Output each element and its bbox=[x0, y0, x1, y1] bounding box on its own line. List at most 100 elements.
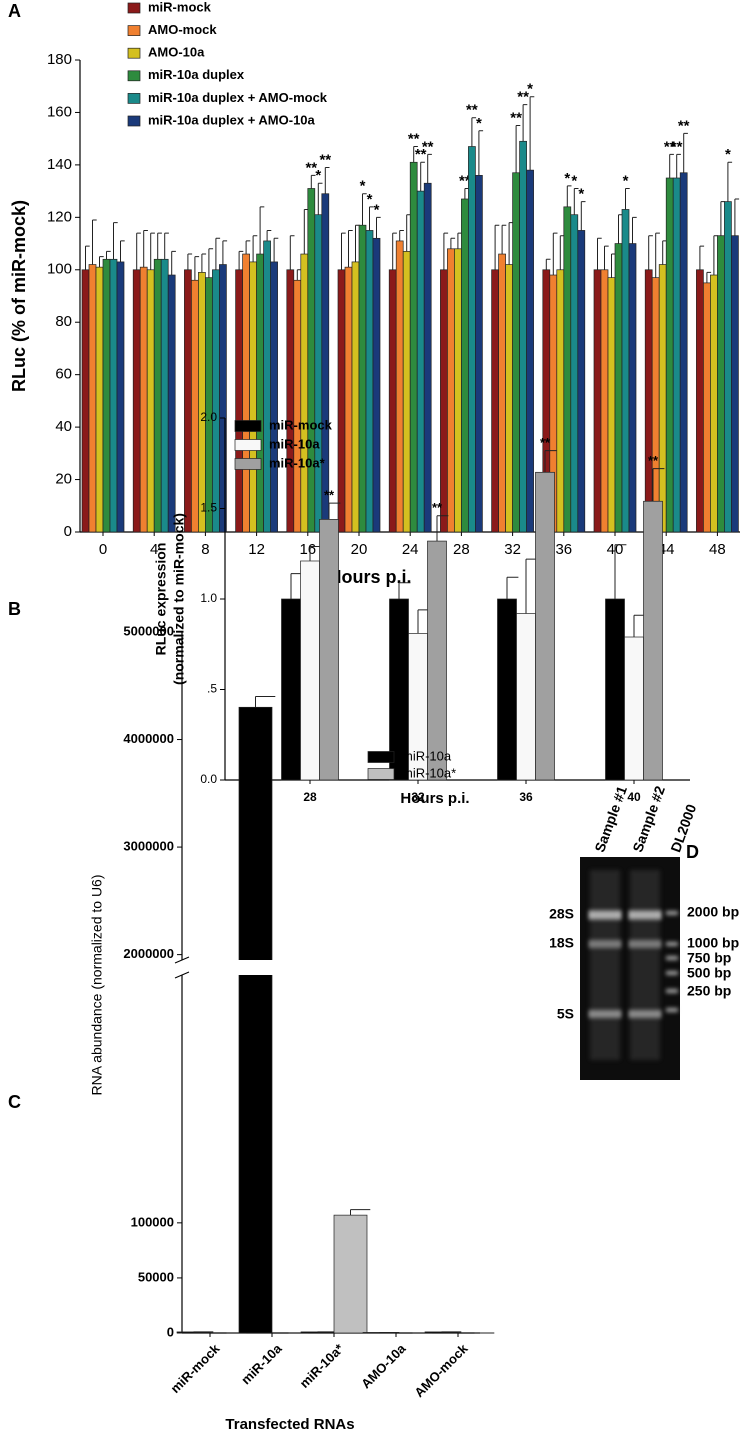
y-tick-label: 50000 bbox=[138, 1269, 174, 1284]
bar bbox=[146, 269, 155, 533]
y-tick-label: 0 bbox=[167, 1324, 174, 1339]
x-axis-label: Hours p.i. bbox=[328, 567, 411, 587]
panel-label: B bbox=[8, 599, 21, 619]
error-bar bbox=[252, 235, 258, 262]
error-bar bbox=[676, 153, 681, 178]
x-tick-label: 20 bbox=[351, 541, 368, 558]
marker-label: 500 bp bbox=[687, 965, 731, 981]
x-tick-label: 32 bbox=[504, 541, 521, 558]
error-bar bbox=[471, 117, 477, 147]
error-bar bbox=[187, 253, 193, 270]
error-bar bbox=[201, 253, 207, 273]
significance: ** bbox=[664, 138, 676, 155]
significance: ** bbox=[540, 435, 551, 450]
error-bar bbox=[222, 240, 228, 265]
ladder-band bbox=[666, 1008, 678, 1012]
error-bar bbox=[652, 468, 665, 502]
bar bbox=[109, 258, 118, 533]
legend-swatch bbox=[367, 768, 395, 780]
bar bbox=[160, 258, 169, 533]
bar bbox=[505, 264, 513, 533]
legend-label: miR-10a duplex bbox=[148, 67, 245, 82]
error-bar bbox=[573, 187, 579, 215]
error-bar bbox=[604, 245, 609, 270]
x-tick-label: 4 bbox=[150, 541, 158, 558]
error-bar bbox=[597, 237, 602, 270]
error-bar bbox=[683, 132, 688, 173]
bar bbox=[235, 269, 243, 533]
bar bbox=[498, 253, 506, 533]
error-bar bbox=[350, 1209, 371, 1216]
x-tick-label: 8 bbox=[201, 541, 209, 558]
bar bbox=[321, 193, 330, 533]
error-bar bbox=[348, 229, 353, 268]
ladder-band bbox=[666, 942, 678, 946]
significance: ** bbox=[324, 488, 335, 503]
bar bbox=[337, 269, 346, 533]
y-tick-label: 160 bbox=[47, 103, 72, 120]
bar bbox=[263, 240, 271, 533]
bar bbox=[679, 172, 688, 533]
error-bar bbox=[369, 206, 374, 231]
legend-swatch bbox=[367, 751, 395, 763]
legend-swatch bbox=[234, 439, 262, 451]
error-bar bbox=[625, 187, 630, 210]
legend-swatch bbox=[234, 458, 262, 470]
ladder-band bbox=[666, 971, 678, 975]
legend-swatch bbox=[127, 25, 141, 36]
y-tick-label: 100000 bbox=[131, 1214, 174, 1229]
significance: * bbox=[315, 167, 321, 184]
x-tick-label: 12 bbox=[248, 541, 265, 558]
y-tick-label: 4000000 bbox=[123, 731, 174, 746]
bar bbox=[351, 261, 360, 533]
error-bar bbox=[399, 229, 404, 241]
error-bar bbox=[157, 232, 162, 260]
bar bbox=[300, 253, 309, 533]
error-bar bbox=[699, 245, 705, 270]
bar bbox=[696, 269, 704, 533]
error-bar bbox=[328, 502, 341, 520]
panel-label: C bbox=[8, 1092, 21, 1112]
legend-label: miR-10a bbox=[402, 748, 452, 763]
bar bbox=[256, 253, 264, 533]
error-bar bbox=[427, 153, 432, 184]
significance: * bbox=[571, 172, 577, 189]
bar bbox=[139, 266, 148, 533]
panel-label: A bbox=[8, 1, 21, 21]
lane-label: Sample #1 bbox=[591, 784, 630, 855]
error-bar bbox=[669, 153, 674, 178]
error-bar bbox=[266, 229, 272, 241]
bar bbox=[607, 277, 616, 533]
significance: ** bbox=[459, 172, 471, 189]
bar bbox=[81, 269, 90, 533]
bar bbox=[512, 172, 520, 533]
axis-break bbox=[174, 960, 472, 975]
error-bar bbox=[150, 232, 155, 270]
bar bbox=[416, 190, 425, 533]
error-bar bbox=[506, 576, 519, 599]
legend-swatch bbox=[127, 47, 141, 59]
significance: * bbox=[623, 172, 629, 189]
legend-swatch bbox=[127, 70, 141, 82]
error-bar bbox=[398, 582, 411, 599]
significance: ** bbox=[671, 138, 683, 155]
error-bar bbox=[552, 232, 558, 276]
bar bbox=[535, 471, 555, 781]
bar bbox=[563, 206, 572, 533]
bar bbox=[307, 188, 316, 533]
bar bbox=[600, 269, 609, 533]
error-bar bbox=[392, 232, 397, 270]
bar bbox=[212, 269, 220, 533]
x-tick-label: 28 bbox=[453, 541, 470, 558]
y-tick-label: .5 bbox=[207, 682, 217, 696]
x-tick-label: 0 bbox=[99, 541, 107, 558]
bar bbox=[293, 279, 302, 533]
x-tick-label: 32 bbox=[411, 790, 425, 804]
bar bbox=[519, 140, 527, 533]
rna-label: 18S bbox=[549, 935, 574, 951]
bar bbox=[409, 161, 418, 533]
legend-label: miR-10a* bbox=[269, 455, 326, 470]
error-bar bbox=[362, 193, 367, 226]
significance: ** bbox=[422, 138, 434, 155]
error-bar bbox=[171, 250, 176, 276]
